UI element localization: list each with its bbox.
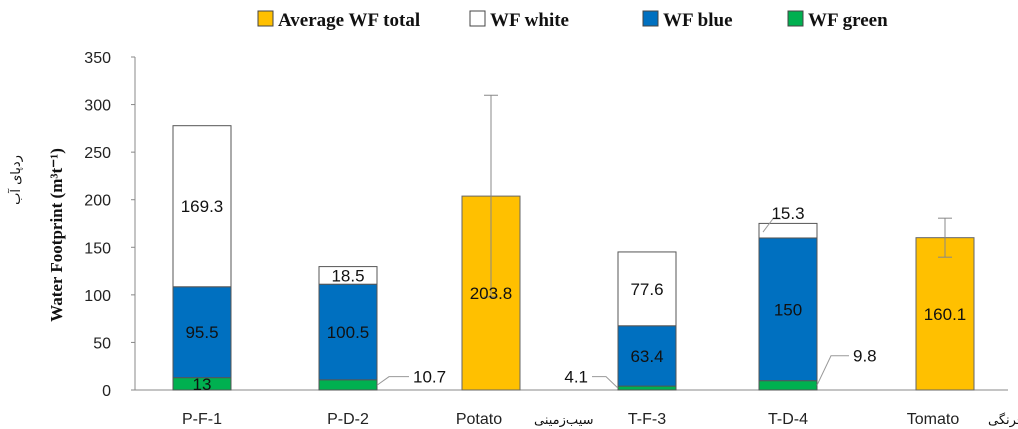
y-tick-label: 100 xyxy=(84,288,111,305)
bar-segment-T-F-3-wf-blue xyxy=(617,325,677,387)
y-tick-label: 300 xyxy=(84,98,111,115)
data-label: 160.1 xyxy=(924,305,967,324)
data-label: 9.8 xyxy=(853,347,877,366)
bar-segment-T-D-4-wf-white xyxy=(758,222,818,239)
legend-swatch-2 xyxy=(469,10,486,27)
y-tick-label: 350 xyxy=(84,50,111,67)
data-label: 150 xyxy=(774,300,802,319)
data-label: 169.3 xyxy=(181,197,224,216)
x-tick-label: P-D-2 xyxy=(327,411,369,428)
x-tick-label: Tomato xyxy=(907,411,960,428)
y-axis-title-persian: ردپای آب xyxy=(7,155,24,205)
bar-segment-P-F-1-wf-blue xyxy=(172,286,232,379)
data-label: 77.6 xyxy=(630,280,663,299)
x-tick-label: T-F-3 xyxy=(628,411,666,428)
y-axis-title: Water Footprint (m³t⁻¹) xyxy=(47,148,66,322)
bar-segment-P-D-2-wf-white xyxy=(318,266,378,285)
y-tick-label: 50 xyxy=(93,335,111,352)
leader-line xyxy=(592,376,619,389)
bar-segment-P-D-2-wf-green xyxy=(318,379,378,391)
x-tick-label: Potato xyxy=(456,411,502,428)
legend-swatch-1 xyxy=(257,10,274,27)
bar-segment-T-F-3-wf-white xyxy=(617,251,677,327)
bar-segment-P-D-2-wf-blue xyxy=(318,283,378,381)
legend-swatch-3 xyxy=(642,10,659,27)
data-label: 203.8 xyxy=(470,284,513,303)
x-tick-label-persian: گوجه‌فرنگی xyxy=(988,412,1018,428)
data-label: 100.5 xyxy=(327,323,370,342)
leader-line xyxy=(816,355,849,386)
bar-segment-T-D-4-wf-blue xyxy=(758,237,818,382)
legend-label-4: WF green xyxy=(808,10,888,31)
legend-swatch-4 xyxy=(787,10,804,27)
data-label: 63.4 xyxy=(630,347,663,366)
legend-label-3: WF blue xyxy=(663,10,733,31)
legend-label-1: Average WF total xyxy=(278,10,420,31)
y-tick-label: 150 xyxy=(84,240,111,257)
bar-segment-P-F-1-wf-white xyxy=(172,125,232,288)
legend-label-2: WF white xyxy=(490,10,569,31)
data-label: 18.5 xyxy=(331,266,364,285)
bar-segment-T-F-3-wf-green xyxy=(617,385,677,391)
leader-line xyxy=(762,218,781,233)
y-tick-label: 0 xyxy=(102,383,111,400)
data-label: 10.7 xyxy=(413,368,446,387)
x-tick-label: P-F-1 xyxy=(182,411,222,428)
bar-segment-T-D-4-wf-green xyxy=(758,380,818,391)
data-label: 4.1 xyxy=(564,368,588,387)
x-tick-label: T-D-4 xyxy=(768,411,808,428)
x-tick-label-persian: سیب‌زمینی xyxy=(534,413,594,428)
data-label: 95.5 xyxy=(185,323,218,342)
leader-line xyxy=(376,376,409,386)
y-tick-label: 200 xyxy=(84,193,111,210)
data-label: 15.3 xyxy=(771,204,804,223)
data-label: 13 xyxy=(193,375,212,394)
y-tick-label: 250 xyxy=(84,145,111,162)
